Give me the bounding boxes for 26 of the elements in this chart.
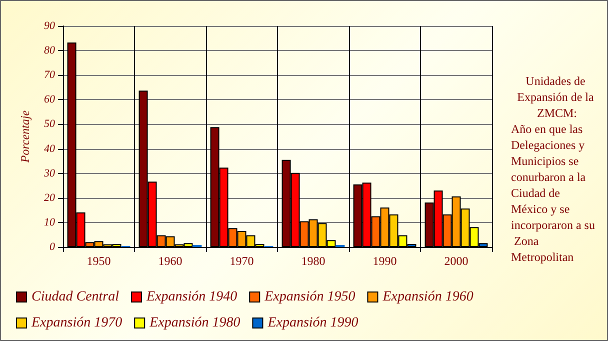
- y-tick-label: 80: [44, 44, 56, 57]
- y-tick-label: 0: [50, 241, 56, 253]
- legend-label: Expansión 1990: [266, 316, 358, 330]
- y-tick-label: 30: [43, 167, 56, 180]
- x-tick-label: 1990: [372, 254, 397, 268]
- y-tick-label: 90: [44, 20, 56, 32]
- y-tick-label: 60: [44, 94, 56, 106]
- x-tick-label: 2000: [444, 254, 468, 268]
- x-tick-label: 1950: [86, 254, 111, 268]
- text: Año en que las Delegaciones y Municipios se conurbaron a la Ciudad de México y se incorporaron a su Zona Metropolitan: [511, 122, 595, 264]
- legend-label: Expansión 1960: [382, 290, 474, 304]
- legend-label: Expansión 1940: [146, 290, 238, 304]
- legend-label: Ciudad Central: [32, 290, 120, 304]
- x-tick-label: 1960: [158, 254, 182, 268]
- legend-label: Expansión 1950: [264, 290, 356, 304]
- y-tick-label: 50: [44, 118, 56, 130]
- y-tick-label: 20: [44, 192, 56, 204]
- legend-label: Expansión 1970: [30, 316, 122, 330]
- y-tick-label: 70: [44, 69, 56, 82]
- y-tick-label: 40: [44, 142, 56, 155]
- y-axis-title: Porcentaje: [18, 110, 32, 164]
- x-tick-label: 1970: [230, 254, 254, 268]
- x-tick-label: 1980: [301, 254, 326, 268]
- legend-label: Expansión 1980: [148, 316, 240, 330]
- y-tick-label: 10: [44, 216, 56, 228]
- text: Unidades de Expansión de la ZMCM:: [517, 74, 597, 120]
